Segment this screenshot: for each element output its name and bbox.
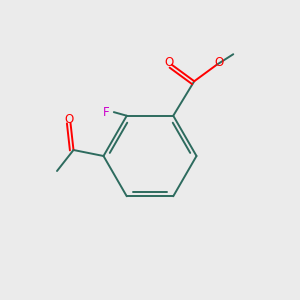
Text: O: O <box>64 113 74 126</box>
Text: O: O <box>214 56 224 69</box>
Text: F: F <box>103 106 110 118</box>
Text: O: O <box>165 56 174 69</box>
